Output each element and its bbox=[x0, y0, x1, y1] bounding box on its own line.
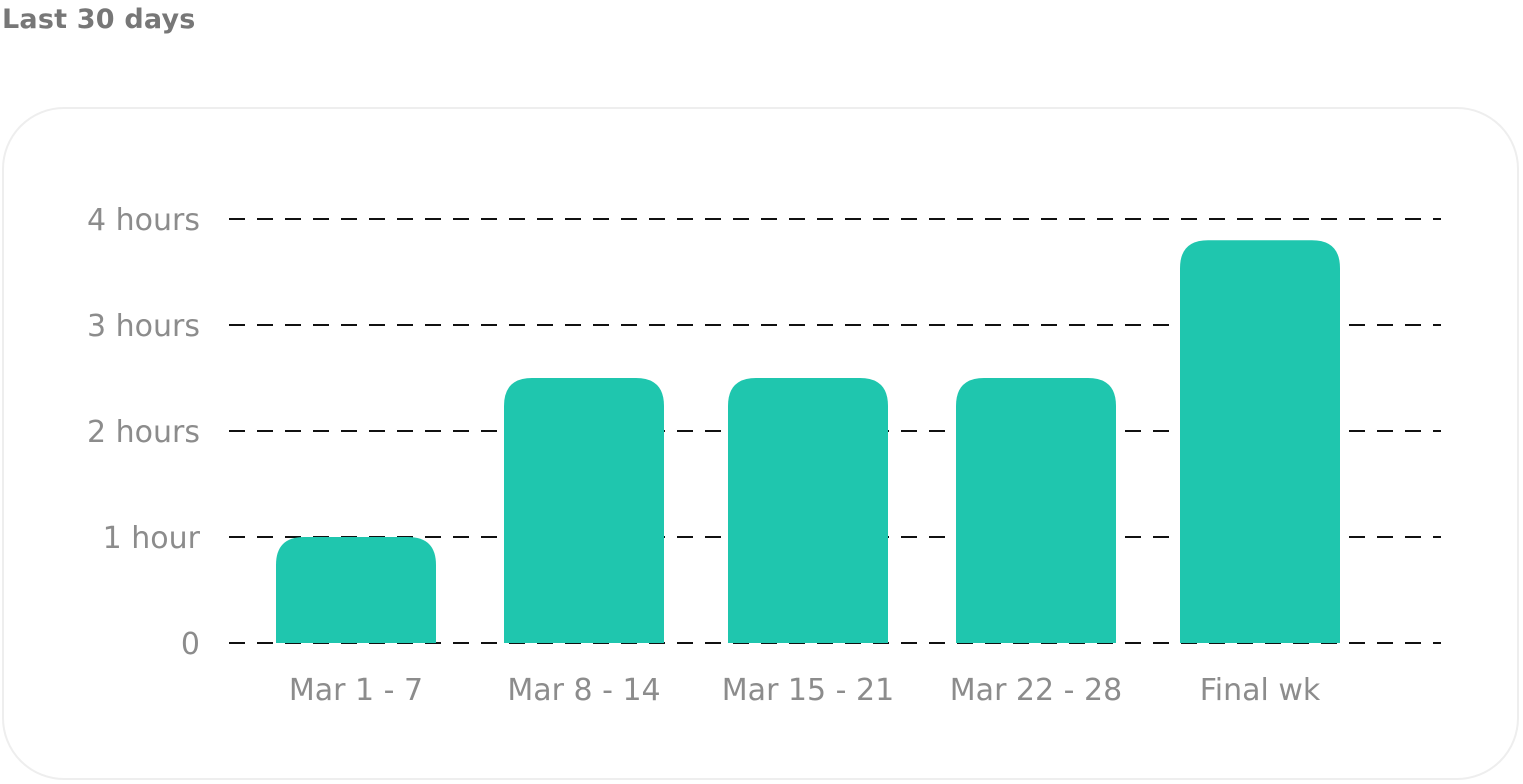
y-tick-label: 0 bbox=[181, 627, 200, 662]
y-tick-label: 1 hour bbox=[103, 521, 201, 556]
y-axis-ticks: 0 1 hour 2 hours 3 hours 4 hours bbox=[87, 203, 201, 662]
y-tick-label: 4 hours bbox=[87, 203, 200, 238]
x-tick-label: Mar 22 - 28 bbox=[950, 673, 1122, 708]
x-tick-label: Mar 8 - 14 bbox=[507, 673, 660, 708]
y-tick-label: 3 hours bbox=[87, 309, 200, 344]
section-title: Last 30 days bbox=[2, 4, 196, 35]
x-axis-ticks: Mar 1 - 7 Mar 8 - 14 Mar 15 - 21 Mar 22 - 2… bbox=[289, 673, 1321, 708]
y-tick-label: 2 hours bbox=[87, 415, 200, 450]
bars bbox=[276, 240, 1340, 643]
x-tick-label: Mar 1 - 7 bbox=[289, 673, 423, 708]
bar bbox=[1180, 240, 1340, 643]
bar bbox=[956, 378, 1116, 643]
x-tick-label: Mar 15 - 21 bbox=[722, 673, 894, 708]
x-tick-label: Final wk bbox=[1200, 673, 1321, 708]
bar bbox=[276, 537, 436, 643]
bar bbox=[728, 378, 888, 643]
bar bbox=[504, 378, 664, 643]
